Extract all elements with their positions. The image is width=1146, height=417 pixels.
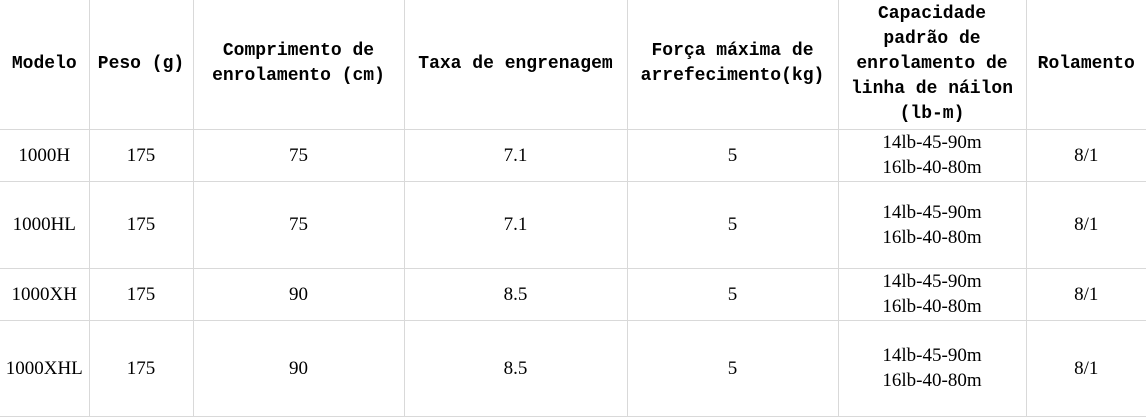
cell-ratio: 8.5 (403, 267, 628, 321)
cell-model: 1000H (0, 128, 90, 182)
header-row: Modelo Peso (g) Comprimento de enrolamen… (0, 0, 1146, 130)
cell-model: 1000XH (0, 267, 90, 321)
cell-bearing: 8/1 (1025, 128, 1146, 182)
table-row: 1000HL 175 75 7.1 5 14lb-45-90m 16lb-40-80m 8/1 (0, 180, 1146, 269)
capacity-line: 16lb-40-80m (882, 226, 982, 248)
header-model: Modelo (0, 0, 90, 130)
cell-bearing: 8/1 (1025, 180, 1146, 269)
cell-ratio: 8.5 (403, 319, 628, 417)
cell-drag: 5 (626, 267, 839, 321)
cell-model: 1000HL (0, 180, 90, 269)
cell-capacity: 14lb-45-90m 16lb-40-80m (837, 319, 1027, 417)
cell-drag: 5 (626, 128, 839, 182)
cell-drag: 5 (626, 319, 839, 417)
cell-length: 75 (192, 180, 405, 269)
cell-ratio: 7.1 (403, 180, 628, 269)
table-row: 1000H 175 75 7.1 5 14lb-45-90m 16lb-40-80m 8/1 (0, 128, 1146, 182)
cell-weight: 175 (88, 319, 194, 417)
cell-capacity: 14lb-45-90m 16lb-40-80m (837, 267, 1027, 321)
header-bearing: Rolamento (1025, 0, 1146, 130)
capacity-line: 14lb-45-90m (882, 201, 982, 223)
table-row: 1000XHL 175 90 8.5 5 14lb-45-90m 16lb-40-80m 8/… (0, 319, 1146, 417)
cell-length: 90 (192, 319, 405, 417)
table-row: 1000XH 175 90 8.5 5 14lb-45-90m 16lb-40-80m 8/1 (0, 267, 1146, 321)
capacity-line: 14lb-45-90m (882, 345, 982, 366)
cell-bearing: 8/1 (1025, 319, 1146, 417)
cell-drag: 5 (626, 180, 839, 269)
capacity-line: 16lb-40-80m (882, 157, 982, 178)
cell-capacity: 14lb-45-90m 16lb-40-80m (837, 128, 1027, 182)
cell-weight: 175 (88, 180, 194, 269)
header-weight: Peso (g) (88, 0, 194, 130)
cell-bearing: 8/1 (1025, 267, 1146, 321)
cell-capacity: 14lb-45-90m 16lb-40-80m (837, 180, 1027, 269)
capacity-line: 14lb-45-90m (882, 132, 982, 153)
header-length: Comprimento de enrolamento (cm) (192, 0, 405, 130)
cell-ratio: 7.1 (403, 128, 628, 182)
header-drag: Força máxima de arrefecimento(kg) (626, 0, 839, 130)
header-capacity: Capacidade padrão de enrolamento de linh… (837, 0, 1027, 130)
cell-model: 1000XHL (0, 319, 90, 417)
cell-length: 90 (192, 267, 405, 321)
capacity-line: 16lb-40-80m (882, 296, 982, 317)
capacity-line: 14lb-45-90m (882, 271, 982, 292)
cell-weight: 175 (88, 267, 194, 321)
capacity-line: 16lb-40-80m (882, 370, 982, 391)
header-ratio: Taxa de engrenagem (403, 0, 628, 130)
cell-length: 75 (192, 128, 405, 182)
cell-weight: 175 (88, 128, 194, 182)
